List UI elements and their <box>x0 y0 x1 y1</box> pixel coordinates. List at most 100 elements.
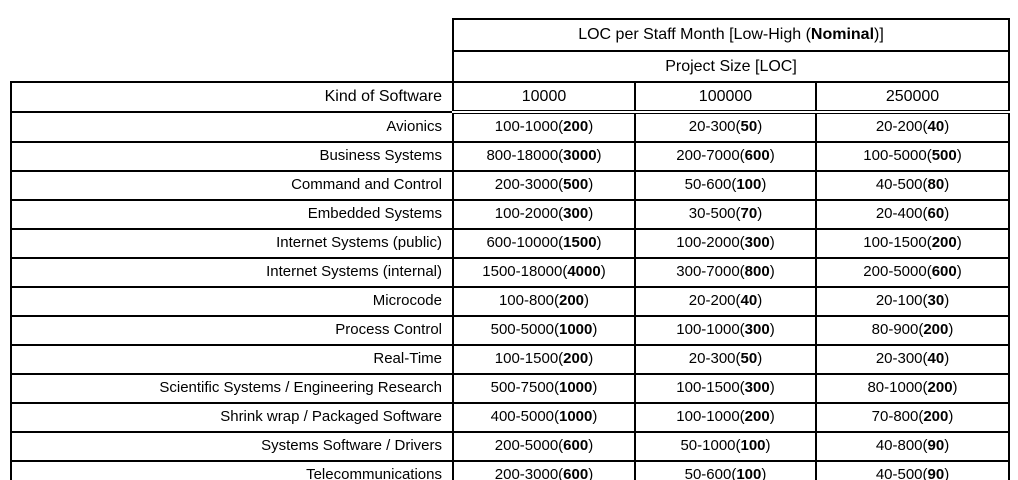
value-cell: 50-600(100) <box>634 460 817 480</box>
row-label: Telecommunications <box>10 460 454 480</box>
range-value: 400-5000( <box>490 408 559 426</box>
nominal-value: 100 <box>736 176 762 194</box>
table-row: Scientific Systems / Engineering Researc… <box>10 373 1011 404</box>
range-value: 100-1000( <box>494 118 564 136</box>
value-cell: 100-1500(300) <box>634 373 817 404</box>
range-close-paren: ) <box>600 263 606 281</box>
value-cell: 100-1000(200) <box>452 111 636 143</box>
range-value: 50-600( <box>684 176 737 194</box>
value-cell: 50-600(100) <box>634 170 817 201</box>
loc-per-staff-month-table: LOC per Staff Month [Low-High (Nominal)]… <box>10 18 1011 480</box>
range-value: 20-300( <box>875 350 928 368</box>
range-close-paren: ) <box>956 263 962 281</box>
value-cell: 500-5000(1000) <box>452 315 636 346</box>
range-close-paren: ) <box>588 205 594 223</box>
range-value: 20-200( <box>875 118 928 136</box>
table-row: Internet Systems (public) 600-10000(1500)… <box>10 228 1011 259</box>
range-value: 100-800( <box>498 292 559 310</box>
range-close-paren: ) <box>948 321 954 339</box>
table-row: Avionics 100-1000(200) 20-300(50) 20-200(40… <box>10 111 1011 143</box>
size-column-header-250000: 250000 <box>814 81 1011 114</box>
range-value: 50-1000( <box>680 437 741 455</box>
range-value: 20-100( <box>875 292 928 310</box>
value-cell: 20-400(60) <box>814 199 1011 230</box>
subtitle-row: Project Size [LOC] <box>11 50 1011 83</box>
nominal-value: 40 <box>740 292 758 310</box>
title-bold-nominal: Nominal <box>810 26 875 44</box>
range-value: 40-500( <box>875 466 928 480</box>
value-cell: 400-5000(1000) <box>452 402 636 433</box>
nominal-value: 600 <box>563 437 589 455</box>
nominal-value: 200 <box>927 379 953 397</box>
value-cell: 80-900(200) <box>814 315 1011 346</box>
value-cell: 20-100(30) <box>814 286 1011 317</box>
range-close-paren: ) <box>944 118 950 136</box>
range-value: 100-1000( <box>676 408 745 426</box>
nominal-value: 100 <box>736 466 762 480</box>
range-close-paren: ) <box>956 234 962 252</box>
range-value: 100-1500( <box>494 350 564 368</box>
title-row: LOC per Staff Month [Low-High (Nominal)] <box>11 18 1011 52</box>
row-label: Embedded Systems <box>10 199 454 230</box>
nominal-value: 1000 <box>559 408 593 426</box>
nominal-value: 200 <box>563 350 589 368</box>
kind-of-software-header: Kind of Software <box>10 81 454 113</box>
blank-corner-cell <box>11 19 453 51</box>
nominal-value: 500 <box>931 147 957 165</box>
range-value: 100-1000( <box>676 321 745 339</box>
range-close-paren: ) <box>588 437 594 455</box>
range-close-paren: ) <box>592 379 598 397</box>
value-cell: 500-7500(1000) <box>452 373 636 404</box>
nominal-value: 600 <box>563 466 589 480</box>
range-close-paren: ) <box>592 321 598 339</box>
range-value: 40-500( <box>875 176 928 194</box>
range-close-paren: ) <box>769 321 775 339</box>
range-close-paren: ) <box>952 379 958 397</box>
value-cell: 40-800(90) <box>814 431 1011 462</box>
range-close-paren: ) <box>596 147 602 165</box>
value-cell: 100-1500(200) <box>452 344 636 375</box>
nominal-value: 50 <box>740 350 758 368</box>
value-cell: 1500-18000(4000) <box>452 257 636 288</box>
row-label: Real-Time <box>10 344 454 375</box>
range-close-paren: ) <box>761 466 767 480</box>
nominal-value: 300 <box>744 321 770 339</box>
table-row: Internet Systems (internal) 1500-18000(40… <box>10 257 1011 288</box>
range-value: 200-7000( <box>676 147 745 165</box>
range-value: 50-600( <box>684 466 737 480</box>
row-label: Process Control <box>10 315 454 346</box>
value-cell: 40-500(90) <box>814 460 1011 480</box>
value-cell: 20-300(40) <box>814 344 1011 375</box>
nominal-value: 600 <box>744 147 770 165</box>
range-value: 200-3000( <box>494 176 564 194</box>
nominal-value: 200 <box>744 408 770 426</box>
row-label: Scientific Systems / Engineering Researc… <box>10 373 454 404</box>
range-value: 20-300( <box>688 118 741 136</box>
nominal-value: 50 <box>740 118 758 136</box>
range-value: 30-500( <box>688 205 741 223</box>
size-column-header-100000: 100000 <box>634 81 817 114</box>
range-close-paren: ) <box>944 466 950 480</box>
row-label: Shrink wrap / Packaged Software <box>10 402 454 433</box>
table-row: Command and Control 200-3000(500) 50-600(1… <box>10 170 1011 201</box>
project-size-header: Project Size [LOC] <box>451 50 1011 83</box>
value-cell: 100-800(200) <box>452 286 636 317</box>
nominal-value: 30 <box>927 292 945 310</box>
value-cell: 200-3000(600) <box>452 460 636 480</box>
range-value: 20-200( <box>688 292 741 310</box>
range-value: 500-5000( <box>490 321 559 339</box>
value-cell: 30-500(70) <box>634 199 817 230</box>
table-row: Systems Software / Drivers 200-5000(600) 5… <box>10 431 1011 462</box>
nominal-value: 200 <box>931 234 957 252</box>
value-cell: 600-10000(1500) <box>452 228 636 259</box>
table-row: Embedded Systems 100-2000(300) 30-500(70) 2… <box>10 199 1011 230</box>
range-value: 40-800( <box>875 437 928 455</box>
value-cell: 300-7000(800) <box>634 257 817 288</box>
nominal-value: 70 <box>740 205 758 223</box>
nominal-value: 500 <box>563 176 589 194</box>
range-close-paren: ) <box>944 437 950 455</box>
title-prefix: LOC per Staff Month [Low-High ( <box>578 26 811 44</box>
range-close-paren: ) <box>588 350 594 368</box>
nominal-value: 300 <box>563 205 589 223</box>
